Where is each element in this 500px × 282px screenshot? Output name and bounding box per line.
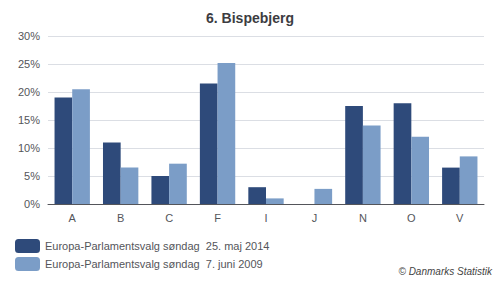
svg-text:20%: 20% — [18, 86, 40, 98]
svg-text:O: O — [407, 212, 416, 224]
svg-text:B: B — [117, 212, 124, 224]
svg-text:Europa-Parlamentsvalg søndag: Europa-Parlamentsvalg søndag 25. maj 201… — [45, 240, 269, 252]
svg-text:6. Bispebjerg: 6. Bispebjerg — [206, 10, 294, 26]
svg-text:Europa-Parlamentsvalg søndag: Europa-Parlamentsvalg søndag 7. juni 200… — [45, 258, 263, 270]
svg-text:V: V — [456, 212, 464, 224]
svg-text:30%: 30% — [18, 30, 40, 42]
svg-text:25%: 25% — [18, 58, 40, 70]
svg-text:N: N — [359, 212, 367, 224]
svg-text:J: J — [312, 212, 318, 224]
svg-text:F: F — [214, 212, 221, 224]
svg-text:A: A — [69, 212, 77, 224]
svg-text:5%: 5% — [24, 170, 40, 182]
svg-text:© Danmarks Statistik: © Danmarks Statistik — [398, 266, 493, 277]
svg-text:10%: 10% — [18, 142, 40, 154]
svg-text:I: I — [264, 212, 267, 224]
svg-text:0%: 0% — [24, 198, 40, 210]
svg-text:C: C — [165, 212, 173, 224]
svg-text:15%: 15% — [18, 114, 40, 126]
